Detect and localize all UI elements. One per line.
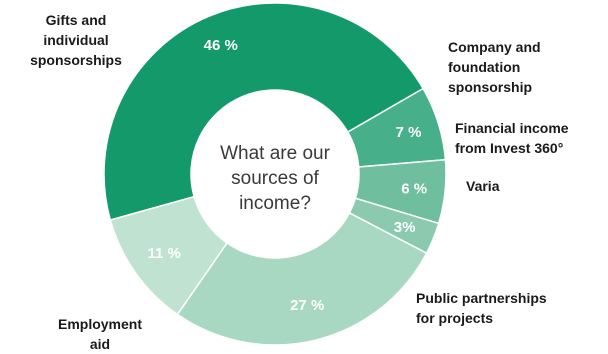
label-public-partnerships: Public partnerships for projects — [416, 288, 547, 328]
label-varia: Varia — [466, 176, 499, 196]
label-employment-aid: Employment aid — [40, 314, 160, 354]
slice-value-label: 7 % — [396, 124, 422, 141]
slice-value-label: 46 % — [204, 37, 238, 54]
label-company-foundation: Company and foundation sponsorship — [448, 37, 541, 97]
label-gifts-sponsorships: Gifts and individual sponsorships — [0, 10, 152, 70]
label-financial-income: Financial income from Invest 360° — [455, 118, 569, 158]
slice-value-label: 11 % — [147, 245, 180, 262]
slice-value-label: 3% — [394, 219, 416, 236]
slice-value-label: 6 % — [401, 181, 427, 198]
chart-center-question: What are our sources of income? — [190, 141, 360, 216]
slice-value-label: 27 % — [290, 297, 324, 314]
